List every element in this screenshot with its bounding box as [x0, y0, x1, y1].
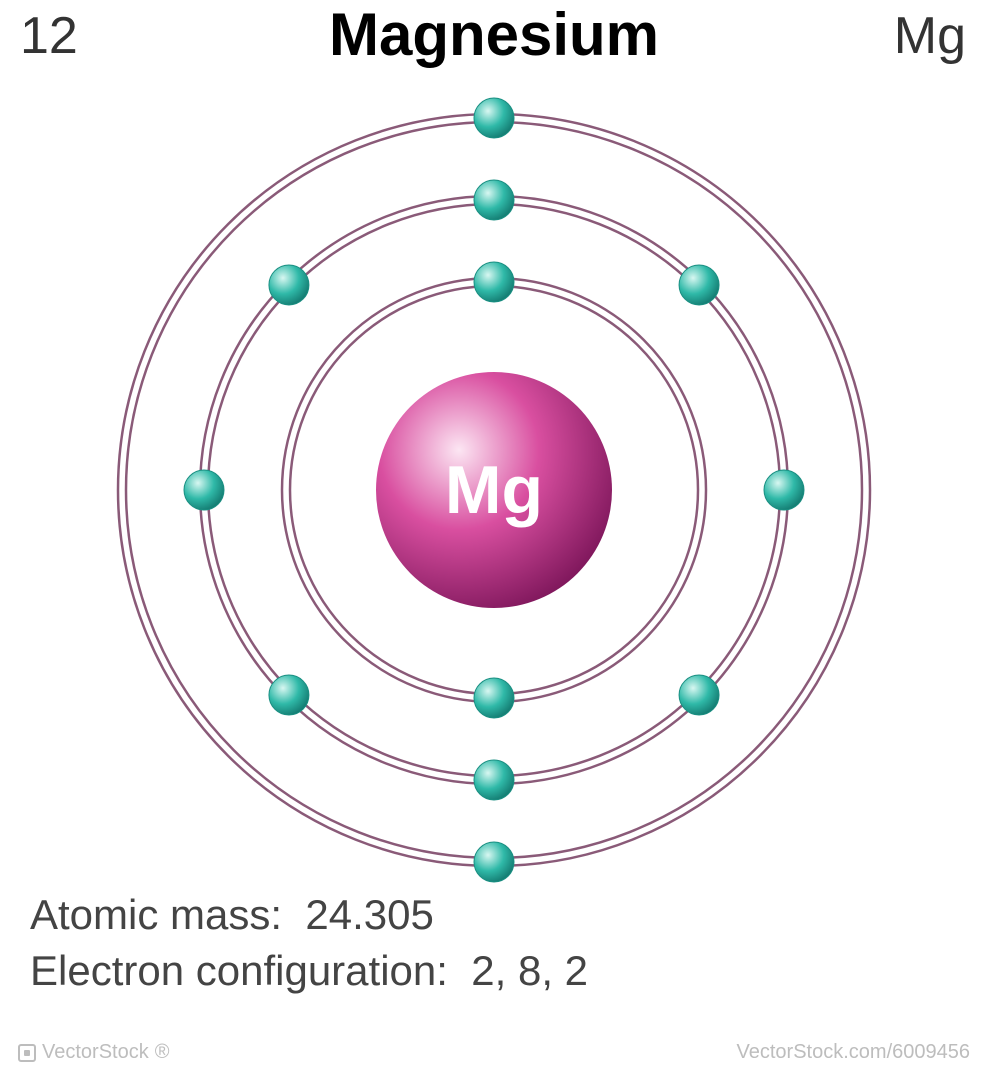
- electron-config-label: Electron configuration:: [30, 947, 448, 994]
- watermark-brand-text: VectorStock: [42, 1041, 149, 1064]
- watermark-suffix: ®: [155, 1041, 170, 1064]
- element-info: Atomic mass: 24.305 Electron configurati…: [30, 887, 588, 1000]
- electron: [474, 180, 514, 220]
- electron: [269, 265, 309, 305]
- watermark-brand: VectorStock ®: [18, 1041, 169, 1064]
- electron-config-row: Electron configuration: 2, 8, 2: [30, 943, 588, 1000]
- electron: [474, 760, 514, 800]
- atomic-mass-row: Atomic mass: 24.305: [30, 887, 588, 944]
- electron: [679, 265, 719, 305]
- electron: [474, 678, 514, 718]
- vectorstock-logo-icon: [18, 1044, 36, 1062]
- atomic-mass-value: 24.305: [305, 891, 433, 938]
- watermark: VectorStock ® VectorStock.com/6009456: [0, 1041, 988, 1064]
- electron-config-value: 2, 8, 2: [471, 947, 588, 994]
- atom-svg: Mg: [84, 80, 904, 900]
- watermark-id: VectorStock.com/6009456: [737, 1041, 970, 1064]
- atomic-mass-label: Atomic mass:: [30, 891, 282, 938]
- electron: [474, 98, 514, 138]
- bohr-diagram: Mg: [84, 80, 904, 900]
- electron: [679, 675, 719, 715]
- atom-diagram-card: 12 Magnesium Mg Mg Atomic mass: 24.305 E…: [0, 0, 988, 1080]
- element-symbol: Mg: [894, 6, 966, 66]
- nucleus-label: Mg: [445, 452, 543, 528]
- electron: [764, 470, 804, 510]
- electron: [474, 842, 514, 882]
- electron: [269, 675, 309, 715]
- electron: [474, 262, 514, 302]
- header: 12 Magnesium Mg: [0, 0, 988, 70]
- element-name: Magnesium: [0, 0, 988, 69]
- electron: [184, 470, 224, 510]
